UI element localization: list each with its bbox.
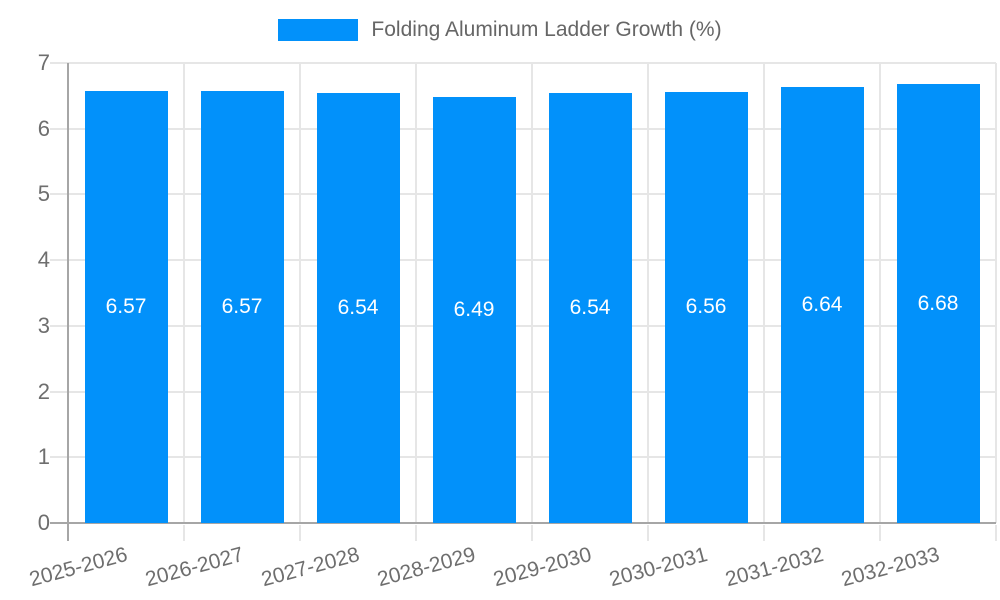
bar: [896, 84, 980, 523]
bar: [664, 91, 748, 523]
x-gridline: [995, 63, 997, 523]
x-axis-tick: [415, 525, 417, 541]
x-gridline: [299, 63, 301, 523]
y-axis-tick-label: 2: [37, 378, 50, 404]
bar: [548, 93, 632, 523]
y-axis-line: [67, 63, 69, 541]
x-gridline: [763, 63, 765, 523]
x-axis-tick: [879, 525, 881, 541]
x-axis-tick: [299, 525, 301, 541]
x-axis-line: [50, 522, 996, 524]
bar-value-label: 6.68: [917, 291, 959, 315]
y-gridline: [50, 324, 996, 327]
bar-value-label: 6.64: [801, 292, 843, 316]
y-axis-tick-label: 1: [37, 444, 50, 470]
x-gridline: [647, 63, 649, 523]
y-axis-tick-label: 0: [37, 510, 50, 535]
legend-color-swatch: [278, 19, 359, 41]
x-gridline: [415, 63, 417, 523]
y-gridline: [50, 456, 996, 459]
bar: [316, 93, 400, 523]
x-axis-tick: [647, 525, 649, 541]
bar-value-label: 6.49: [453, 297, 495, 321]
y-axis-tick-label: 4: [37, 247, 50, 273]
y-axis-tick-label: 5: [37, 181, 50, 207]
y-axis-tick-label: 3: [37, 312, 50, 338]
bar: [200, 91, 284, 523]
y-axis-tick-label: 6: [37, 115, 50, 141]
bar-value-label: 6.56: [685, 295, 727, 319]
y-gridline: [50, 127, 996, 130]
y-gridline: [50, 259, 996, 262]
bar-value-label: 6.54: [569, 296, 611, 320]
bar: [84, 91, 168, 523]
y-axis-tick-label: 7: [37, 50, 50, 75]
bar-value-label: 6.54: [337, 296, 379, 320]
legend-item[interactable]: Folding Aluminum Ladder Growth (%): [0, 17, 1000, 43]
bar: [780, 86, 864, 523]
x-axis-tick: [995, 525, 997, 541]
plot-area: 0 1 2 3 4 5 6 7 6.57 2025-2026 6.57 2026-2027 6.54 20…: [27, 50, 997, 591]
bar: [432, 96, 516, 523]
x-gridline: [183, 63, 185, 523]
x-axis-tick: [183, 525, 185, 541]
x-axis-tick: [531, 525, 533, 541]
y-gridline: [50, 193, 996, 196]
legend-label: Folding Aluminum Ladder Growth (%): [371, 18, 722, 41]
bar-value-label: 6.57: [105, 295, 147, 319]
y-gridline: [50, 62, 996, 64]
y-gridline: [50, 390, 996, 393]
x-gridline: [531, 63, 533, 523]
bar-value-label: 6.57: [221, 295, 263, 319]
x-axis-tick: [763, 525, 765, 541]
x-gridline: [879, 63, 881, 523]
